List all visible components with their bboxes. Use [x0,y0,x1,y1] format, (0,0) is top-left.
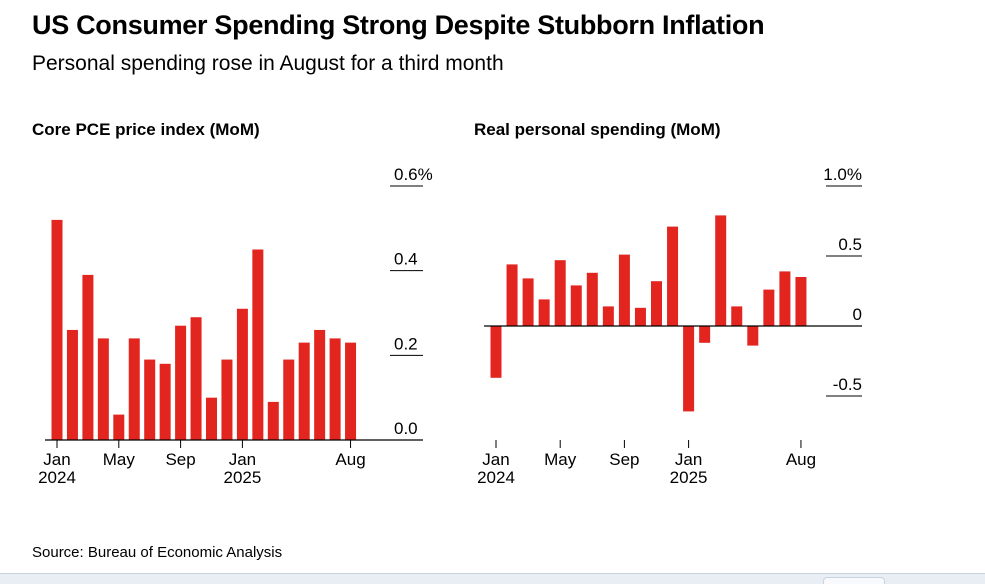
y-tick-label: 0.0 [394,419,418,438]
bar-jun-2024 [570,285,582,326]
bar-apr-2024 [97,338,109,440]
bar-sep-2024 [175,325,187,440]
bar-jul-2025 [779,271,791,326]
bar-mar-2024 [82,274,94,440]
x-tick-label: Jan [43,450,70,469]
source-note: Source: Bureau of Economic Analysis [32,544,283,561]
chart-title-core-pce: Core PCE price index (MoM) [32,120,260,139]
x-tick-sublabel: 2025 [670,468,708,487]
bar-jan-2024 [51,219,63,440]
bar-may-2024 [113,414,125,440]
bar-dec-2024 [667,226,679,326]
window-bottom-strip [0,573,985,584]
bar-nov-2024 [651,281,662,326]
x-tick-label: Jan [675,450,702,469]
x-tick-label: Sep [165,450,195,469]
y-tick-label: 0 [853,305,862,324]
bar-nov-2024 [206,397,217,440]
x-tick-sublabel: 2025 [223,468,261,487]
bar-dec-2024 [221,359,233,440]
window-tab [823,577,885,584]
bar-mar-2025 [267,401,279,440]
bar-jun-2025 [314,329,326,440]
bar-aug-2024 [159,363,171,440]
x-tick-label: May [544,450,577,469]
bar-oct-2024 [190,317,202,440]
bar-jul-2025 [329,338,341,440]
bar-jan-2024 [490,326,502,378]
bar-feb-2024 [66,329,78,440]
x-tick-label: Sep [609,450,639,469]
y-tick-label: 0.6% [394,165,433,184]
bar-jan-2025 [683,326,695,412]
x-tick-label: May [103,450,136,469]
y-tick-label: 0.5 [838,235,862,254]
bar-feb-2024 [506,264,518,326]
page-title: US Consumer Spending Strong Despite Stub… [32,10,765,40]
bar-sep-2024 [618,254,630,326]
bar-apr-2024 [538,299,550,326]
bar-jul-2024 [144,359,156,440]
x-tick-sublabel: 2024 [477,468,515,487]
bar-feb-2025 [252,249,264,440]
bar-jul-2024 [586,272,598,326]
y-tick-label: 1.0% [823,165,862,184]
y-tick-label: -0.5 [833,375,862,394]
bar-aug-2024 [602,306,614,326]
bar-jan-2025 [236,308,248,440]
x-tick-label: Jan [482,450,509,469]
x-tick-label: Aug [786,450,816,469]
bar-oct-2024 [634,307,646,326]
y-tick-label: 0.4 [394,250,418,269]
bar-may-2025 [298,342,310,440]
y-tick-label: 0.2 [394,334,418,353]
bar-feb-2025 [699,326,711,343]
x-tick-sublabel: 2024 [38,468,76,487]
bar-apr-2025 [283,359,295,440]
bar-aug-2025 [345,342,357,440]
bar-may-2024 [554,260,566,326]
bar-mar-2025 [715,215,727,326]
bar-may-2025 [747,326,759,346]
bar-jun-2025 [763,289,775,326]
x-tick-label: Jan [229,450,256,469]
page-subtitle: Personal spending rose in August for a t… [32,52,504,75]
bar-mar-2024 [522,278,534,326]
x-tick-label: Aug [335,450,365,469]
chart-title-real-spending: Real personal spending (MoM) [474,120,721,139]
bar-aug-2025 [795,277,807,326]
bar-apr-2025 [731,306,743,326]
bar-jun-2024 [128,338,140,440]
